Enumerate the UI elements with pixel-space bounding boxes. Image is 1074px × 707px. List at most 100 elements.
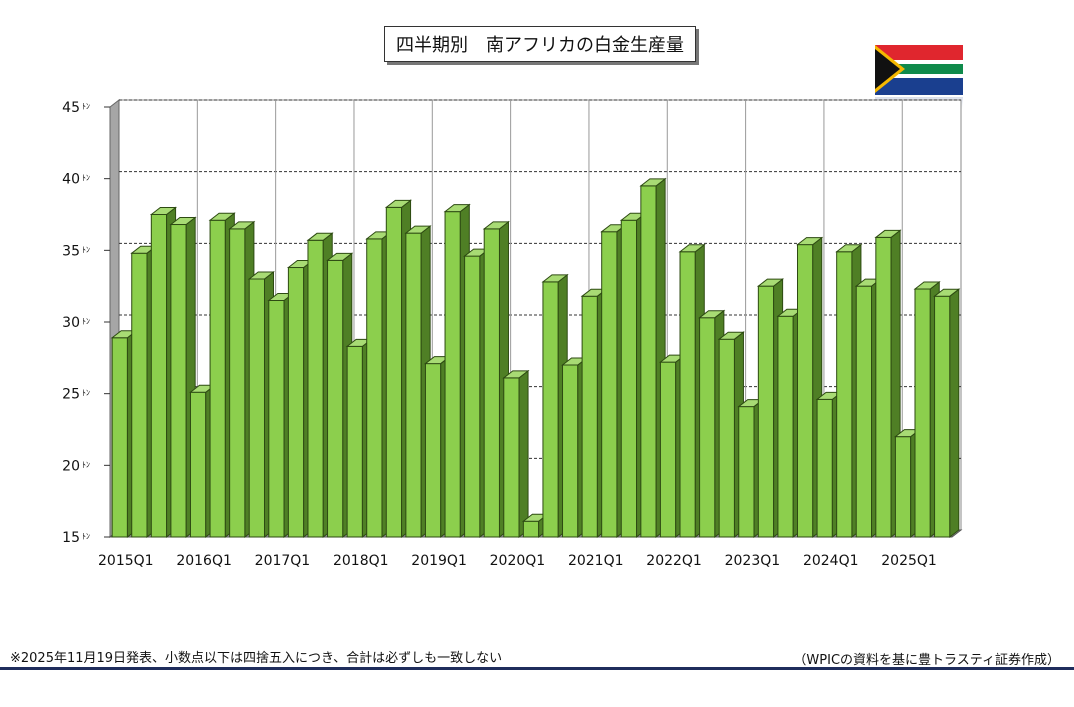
chart-title: 四半期別 南アフリカの白金生産量	[384, 26, 696, 62]
y-tick-unit: ﾄﾝ	[82, 389, 90, 398]
bar-front	[131, 252, 148, 538]
y-tick-label: 20	[62, 458, 80, 474]
bar-front	[209, 219, 226, 538]
x-tick-label: 2019Q1	[411, 553, 467, 569]
bar-side	[949, 288, 960, 539]
x-tick-label: 2018Q1	[333, 553, 389, 569]
bar-2021Q4	[639, 177, 667, 539]
bar-top	[502, 370, 530, 379]
y-tick-unit: ﾄﾝ	[82, 174, 90, 183]
bar-front	[816, 398, 833, 538]
bar-front	[483, 228, 500, 538]
bar-front	[327, 259, 344, 538]
bar-front	[170, 224, 187, 538]
y-tick-unit: ﾄﾝ	[82, 317, 90, 326]
bar-front	[503, 377, 520, 538]
bar-front	[738, 406, 755, 538]
bar-front	[346, 345, 363, 538]
x-tick-label: 2021Q1	[568, 553, 624, 569]
x-tick-label: 2024Q1	[803, 553, 859, 569]
x-tick-label: 2023Q1	[725, 553, 781, 569]
bar-front	[111, 337, 128, 538]
bar-front	[914, 288, 931, 538]
bar-top	[247, 271, 275, 280]
bar-2020Q1	[502, 369, 530, 539]
bar-top	[913, 281, 941, 290]
x-tick-label: 2022Q1	[646, 553, 702, 569]
bar-top	[756, 278, 785, 287]
bar-front	[522, 520, 540, 538]
bar-2025Q3	[933, 288, 961, 539]
bar-front	[405, 232, 422, 538]
bar-front	[464, 255, 481, 538]
bar-front	[718, 338, 735, 538]
bar-front	[268, 300, 285, 538]
bar-side	[518, 369, 529, 539]
bar-front	[659, 361, 677, 538]
y-tick-unit: ﾄﾝ	[82, 532, 90, 541]
y-tick-label: 45	[62, 100, 80, 116]
bar-top	[482, 221, 510, 230]
bar-top	[149, 207, 178, 215]
bar-front	[562, 364, 579, 538]
bar-front	[424, 363, 442, 538]
bar-top	[639, 178, 667, 187]
y-tick-label: 30	[62, 315, 80, 331]
y-tick-unit: ﾄﾝ	[82, 245, 90, 254]
y-tick-label: 40	[62, 172, 80, 188]
bar-top	[228, 221, 256, 230]
x-tick-label: 2017Q1	[255, 553, 311, 569]
bar-front	[601, 231, 618, 538]
bar-top	[384, 199, 413, 208]
bar-front	[777, 315, 794, 538]
bar-top	[933, 288, 961, 297]
bar-top	[835, 244, 863, 253]
x-tick-label: 2016Q1	[176, 553, 232, 569]
bar-front	[189, 391, 207, 538]
bar-top	[678, 244, 706, 253]
y-tick-unit: ﾄﾝ	[82, 102, 90, 111]
bottom-divider	[0, 667, 1074, 670]
bar-front	[757, 285, 775, 538]
bar-front	[699, 317, 716, 538]
bar-front	[542, 281, 559, 538]
bar-front	[875, 236, 892, 538]
bar-top	[443, 204, 471, 213]
bar-top	[306, 232, 334, 241]
bar-front	[855, 285, 873, 538]
bar-front	[620, 219, 638, 538]
x-tick-label: 2020Q1	[490, 553, 546, 569]
bar-front	[934, 295, 951, 538]
bar-top	[698, 310, 726, 319]
bar-top	[717, 331, 745, 340]
bar-front	[385, 206, 403, 538]
bar-front	[287, 267, 305, 538]
bar-front	[366, 238, 383, 538]
bar-top	[169, 217, 197, 226]
y-tick-label: 25	[62, 387, 80, 403]
bar-front	[836, 251, 853, 538]
bar-front	[894, 436, 912, 538]
bar-front	[307, 239, 324, 538]
footnote: ※2025年11月19日発表、小数点以下は四捨五入につき、合計は必ずしも一致しな…	[10, 651, 503, 666]
x-tick-label: 2025Q1	[881, 553, 937, 569]
source-note: （WPICの資料を基に豊トラスティ証券作成）	[793, 653, 1060, 668]
x-tick-label: 2015Q1	[98, 553, 154, 569]
bar-front	[679, 251, 696, 538]
bar-front	[444, 211, 461, 538]
bar-top	[796, 237, 824, 246]
bar-front	[248, 278, 265, 538]
bar-front	[640, 185, 657, 538]
y-tick-label: 15	[62, 530, 80, 546]
bar-front	[581, 295, 598, 538]
bar-front	[229, 228, 246, 538]
bar-top	[326, 252, 354, 261]
bar-top	[541, 274, 569, 283]
bar-top	[874, 229, 902, 238]
bar-top	[404, 225, 432, 234]
bar-front	[150, 214, 168, 538]
bar-top	[208, 212, 236, 221]
bar-front	[797, 244, 814, 538]
y-tick-label: 35	[62, 243, 80, 259]
